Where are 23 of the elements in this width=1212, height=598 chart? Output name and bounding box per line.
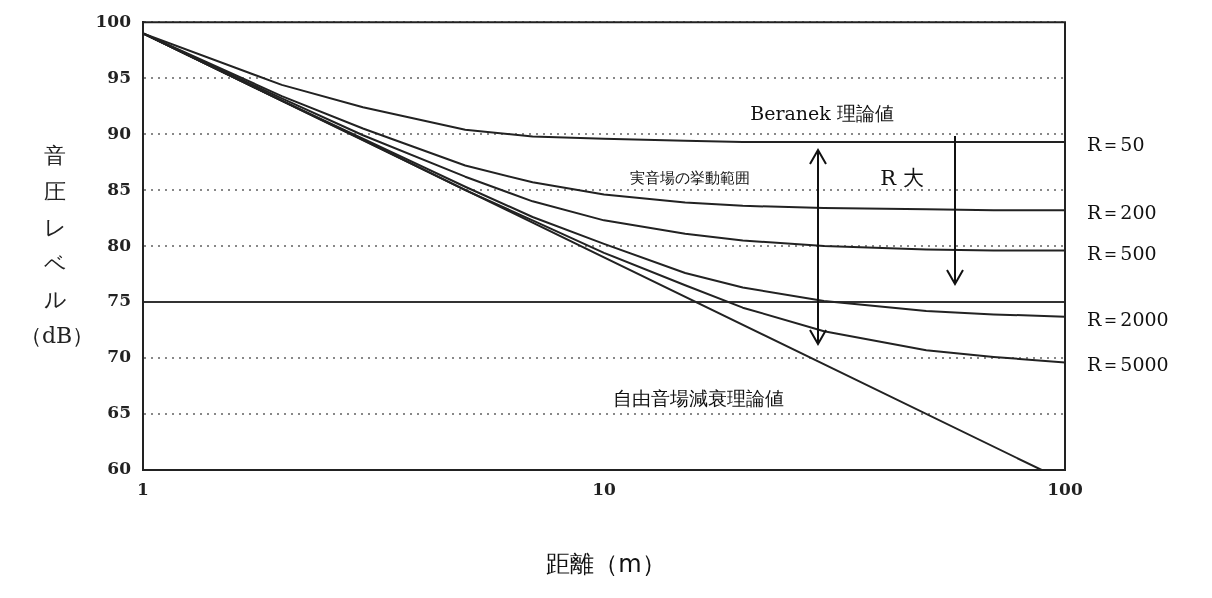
x-tick-label: 1 xyxy=(137,478,149,499)
y-tick-label: 90 xyxy=(107,122,132,143)
y-tick-label: 75 xyxy=(107,290,131,311)
series-label: R＝500 xyxy=(1087,241,1157,264)
y-tick-label: 70 xyxy=(107,346,132,367)
series-label: R＝50 xyxy=(1087,132,1145,155)
y-tick-label: 80 xyxy=(107,234,132,255)
series-label: R＝200 xyxy=(1087,201,1157,224)
annotation: 実音場の挙動範囲 xyxy=(630,168,750,188)
x-tick-label: 100 xyxy=(1047,478,1083,499)
y-tick-label: 95 xyxy=(107,66,131,87)
y-tick-label: 100 xyxy=(95,10,132,31)
series-label: R＝5000 xyxy=(1087,353,1169,376)
y-tick-label: 65 xyxy=(107,402,131,423)
series-label: R＝2000 xyxy=(1087,307,1169,330)
x-tick-label: 10 xyxy=(592,478,616,499)
annotation: R 大 xyxy=(880,165,924,192)
y-tick-label: 85 xyxy=(107,178,131,199)
y-tick-label: 60 xyxy=(107,458,132,479)
x-axis-title: 距離（m） xyxy=(545,549,667,580)
y-axis-title: 音圧レベル（dB） xyxy=(20,142,95,350)
annotation: Beranek 理論値 xyxy=(750,101,894,126)
annotation: 自由音場減衰理論値 xyxy=(612,386,784,411)
